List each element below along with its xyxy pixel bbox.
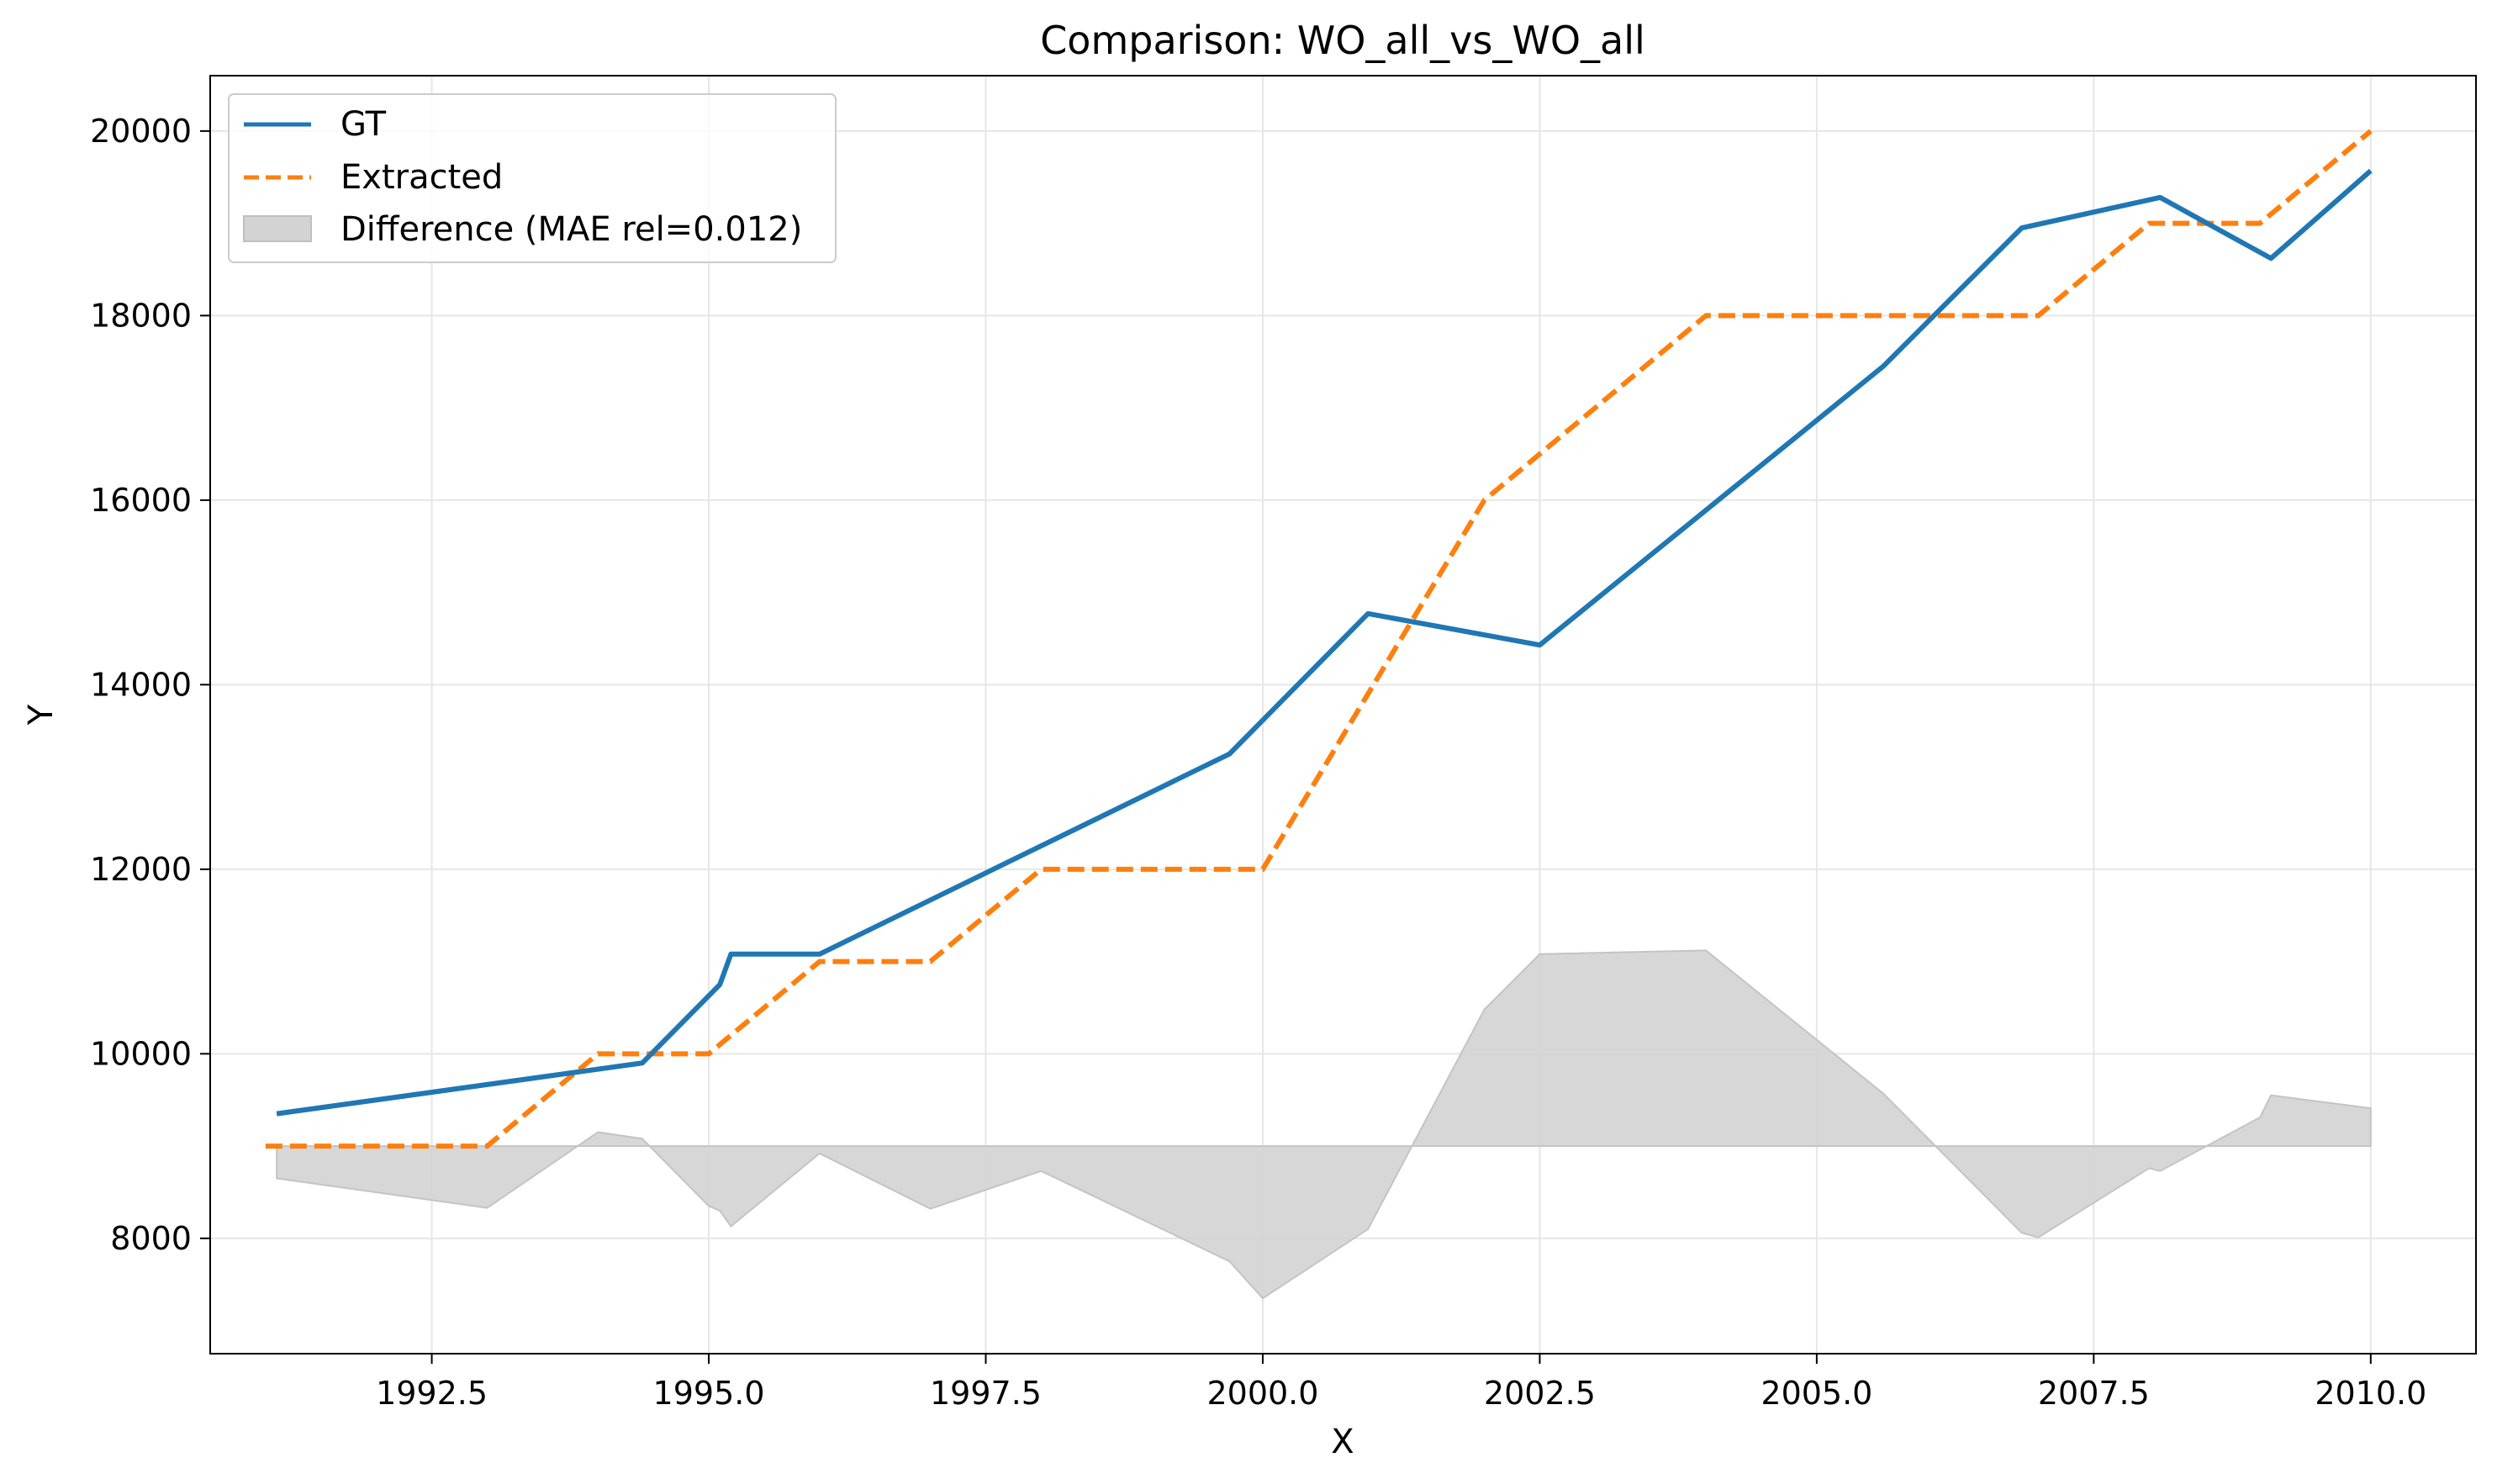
legend: GT Extracted Difference (MAE rel=0.012) bbox=[228, 93, 837, 263]
y-tick-label: 16000 bbox=[90, 482, 192, 519]
y-tick-label: 8000 bbox=[110, 1220, 192, 1257]
x-tick-label: 1997.5 bbox=[930, 1375, 1042, 1412]
legend-gt-label: GT bbox=[340, 105, 387, 144]
legend-extracted-label: Extracted bbox=[340, 158, 503, 197]
x-axis-label: X bbox=[1331, 1423, 1354, 1461]
x-tick-label: 1992.5 bbox=[376, 1375, 488, 1412]
y-tick-label: 12000 bbox=[90, 851, 192, 888]
difference-area bbox=[276, 949, 2372, 1300]
x-tick-label: 2007.5 bbox=[2038, 1375, 2150, 1412]
x-tick-label: 2002.5 bbox=[1484, 1375, 1596, 1412]
y-tick-label: 20000 bbox=[90, 113, 192, 150]
x-tick-label: 1995.0 bbox=[653, 1375, 765, 1412]
y-axis: 8000 10000 12000 14000 16000 18000 20000 bbox=[90, 113, 210, 1257]
plot-area bbox=[265, 129, 2373, 1300]
x-tick-label: 2010.0 bbox=[2315, 1375, 2426, 1412]
chart-title: Comparison: WO_all_vs_WO_all bbox=[1040, 18, 1645, 63]
plot-frame bbox=[209, 75, 2477, 1355]
gt-line bbox=[276, 168, 2373, 1117]
y-axis-label: Y bbox=[22, 704, 61, 726]
legend-difference-label: Difference (MAE rel=0.012) bbox=[340, 210, 802, 249]
x-tick-label: 2005.0 bbox=[1761, 1375, 1872, 1412]
x-tick-label: 2000.0 bbox=[1206, 1375, 1318, 1412]
legend-frame bbox=[228, 93, 837, 263]
legend-difference-swatch bbox=[243, 215, 312, 242]
grid bbox=[210, 76, 2476, 1354]
extracted-line bbox=[265, 129, 2373, 1149]
y-tick-label: 18000 bbox=[90, 297, 192, 334]
y-tick-label: 10000 bbox=[90, 1035, 192, 1072]
y-tick-label: 14000 bbox=[90, 666, 192, 703]
x-axis: 1992.5 1995.0 1997.5 2000.0 2002.5 2005.0 2007… bbox=[376, 1354, 2426, 1412]
